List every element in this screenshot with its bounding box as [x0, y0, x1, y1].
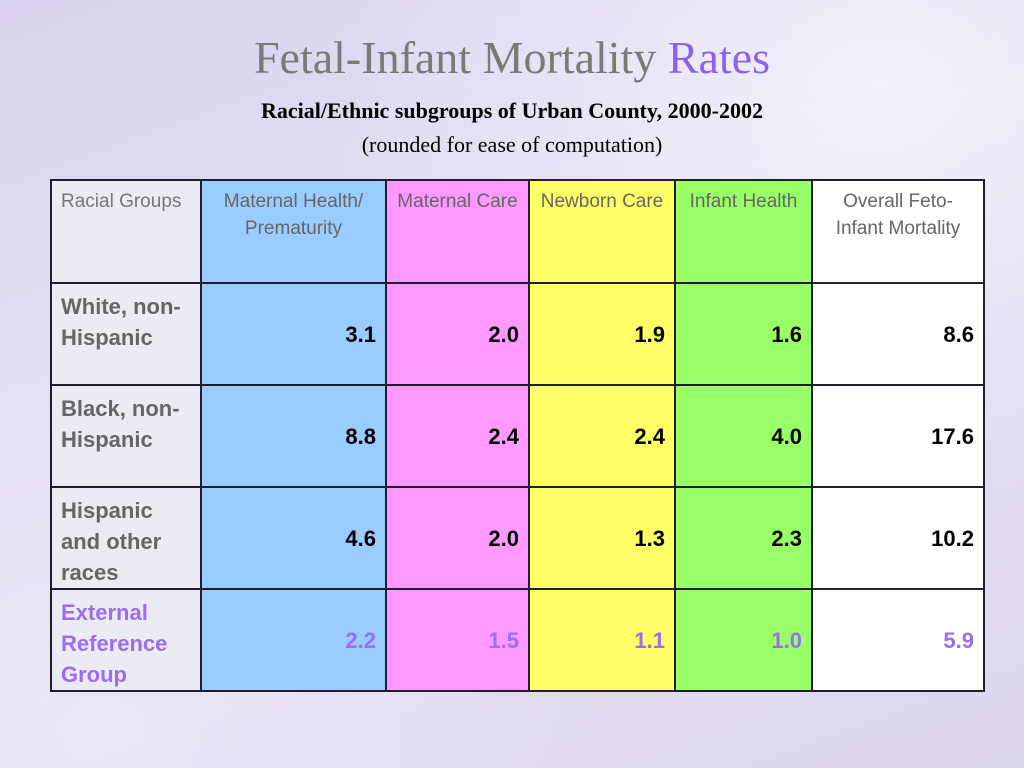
cell-infant-health: 1.6	[674, 282, 813, 386]
slide-title: Fetal-Infant Mortality Rates	[0, 32, 1024, 83]
row-group-label: White, non-Hispanic	[50, 282, 202, 386]
cell-maternal-care: 1.5	[385, 588, 530, 692]
cell-overall-mortality: 8.6	[811, 282, 985, 386]
cell-overall-mortality: 10.2	[811, 486, 985, 590]
cell-newborn-care: 2.4	[528, 384, 676, 488]
table-header-row: Racial Groups Maternal Health/ Prematuri…	[50, 179, 985, 284]
title-main: Fetal-Infant Mortality	[253, 32, 657, 83]
cell-overall-mortality: 17.6	[811, 384, 985, 488]
computation-note: (rounded for ease of computation)	[361, 132, 663, 157]
cell-maternal-health: 8.8	[200, 384, 387, 488]
cell-maternal-care: 2.0	[385, 282, 530, 386]
cell-maternal-health: 2.2	[200, 588, 387, 692]
table-row: Black, non-Hispanic 8.8 2.4 2.4 4.0 17.6	[50, 384, 985, 488]
cell-infant-health: 1.0	[674, 588, 813, 692]
header-maternal-health: Maternal Health/ Prematurity	[200, 179, 387, 284]
cell-infant-health: 2.3	[674, 486, 813, 590]
row-group-label: Black, non-Hispanic	[50, 384, 202, 488]
table-row: White, non-Hispanic 3.1 2.0 1.9 1.6 8.6	[50, 282, 985, 386]
title-accent: Rates	[667, 32, 771, 83]
cell-newborn-care: 1.3	[528, 486, 676, 590]
cell-maternal-care: 2.0	[385, 486, 530, 590]
cell-overall-mortality: 5.9	[811, 588, 985, 692]
row-group-label: External Reference Group	[50, 588, 202, 692]
row-group-label: Hispanic and other races	[50, 486, 202, 590]
header-overall-mortality: Overall Feto-Infant Mortality	[811, 179, 985, 284]
cell-infant-health: 4.0	[674, 384, 813, 488]
header-racial-groups: Racial Groups	[50, 179, 202, 284]
table-row: Hispanic and other races 4.6 2.0 1.3 2.3…	[50, 486, 985, 590]
cell-maternal-care: 2.4	[385, 384, 530, 488]
header-newborn-care: Newborn Care	[528, 179, 676, 284]
slide-subtitle: Racial/Ethnic subgroups of Urban County,…	[260, 98, 763, 123]
cell-newborn-care: 1.1	[528, 588, 676, 692]
mortality-rates-table: Racial Groups Maternal Health/ Prematuri…	[50, 179, 985, 692]
cell-maternal-health: 4.6	[200, 486, 387, 590]
header-infant-health: Infant Health	[674, 179, 813, 284]
cell-newborn-care: 1.9	[528, 282, 676, 386]
table-row-reference: External Reference Group 2.2 1.5 1.1 1.0…	[50, 588, 985, 692]
cell-maternal-health: 3.1	[200, 282, 387, 386]
header-maternal-care: Maternal Care	[385, 179, 530, 284]
